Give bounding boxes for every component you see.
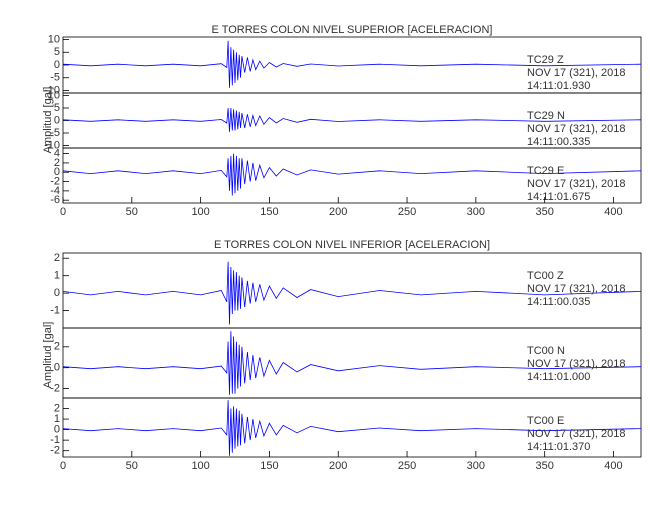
trace-annotation: NOV 17 (321), 2018 (527, 428, 625, 440)
x-tick-label: 150 (260, 460, 278, 472)
y-tick-label: -10 (44, 139, 60, 151)
y-axis-label: Amplitud [gal] (42, 322, 54, 389)
y-tick-label: -6 (50, 194, 60, 206)
trace-annotation: TC29 Z (527, 54, 564, 66)
x-tick-label: 400 (604, 206, 622, 218)
y-tick-label: 0 (54, 59, 60, 71)
x-tick-label: 0 (60, 460, 66, 472)
y-tick-label: -2 (50, 445, 60, 457)
trace-annotation: 14:11:01.930 (527, 80, 590, 92)
trace-annotation: TC29 E (527, 165, 564, 177)
trace-annotation: NOV 17 (321), 2018 (527, 358, 625, 370)
y-tick-label: 10 (48, 33, 60, 45)
y-tick-label: -4 (50, 185, 60, 197)
x-tick-label: 100 (191, 206, 209, 218)
waveform (62, 261, 642, 325)
x-tick-label: 50 (126, 206, 138, 218)
y-tick-label: 0 (54, 362, 60, 374)
chart-title: E TORRES COLON NIVEL SUPERIOR [ACELERACI… (212, 24, 493, 36)
y-tick-label: 4 (54, 147, 60, 159)
y-tick-label: 0 (54, 166, 60, 178)
x-tick-label: 350 (535, 206, 553, 218)
y-axis-label: Amplitud [gal] (42, 87, 54, 154)
x-tick-label: 100 (191, 460, 209, 472)
x-tick-label: 250 (398, 460, 416, 472)
trace-annotation: TC00 N (527, 345, 565, 357)
trace-annotation: NOV 17 (321), 2018 (527, 178, 625, 190)
x-tick-label: 300 (467, 206, 485, 218)
trace-annotation: NOV 17 (321), 2018 (527, 123, 625, 135)
trace-annotation: NOV 17 (321), 2018 (527, 67, 625, 79)
waveform (62, 331, 642, 395)
y-tick-label: 2 (54, 402, 60, 414)
y-tick-label: 5 (54, 102, 60, 114)
x-tick-label: 50 (126, 460, 138, 472)
trace-annotation: TC00 Z (527, 270, 564, 282)
y-tick-label: -2 (50, 175, 60, 187)
panel-frame (62, 147, 642, 204)
y-tick-label: -1 (50, 434, 60, 446)
y-tick-label: 0 (54, 287, 60, 299)
x-tick-label: 300 (467, 460, 485, 472)
waveform (62, 400, 642, 456)
y-tick-label: -5 (50, 127, 60, 139)
trace-annotation: 14:11:00.335 (527, 136, 590, 148)
y-tick-label: 1 (54, 270, 60, 282)
waveform (62, 40, 642, 88)
trace-annotation: 14:11:01.675 (527, 191, 590, 203)
waveform (62, 107, 642, 132)
y-tick-label: 0 (54, 114, 60, 126)
y-tick-label: -2 (50, 383, 60, 395)
x-tick-label: 350 (535, 460, 553, 472)
trace-annotation: TC00 E (527, 415, 564, 427)
trace-annotation: 14:11:00.035 (527, 296, 590, 308)
x-tick-label: 250 (398, 206, 416, 218)
chart-title: E TORRES COLON NIVEL INFERIOR [ACELERACI… (214, 239, 490, 251)
y-tick-label: 1 (54, 413, 60, 425)
y-tick-label: 2 (54, 157, 60, 169)
waveform (62, 153, 642, 196)
y-tick-label: 5 (54, 46, 60, 58)
x-tick-label: 0 (60, 206, 66, 218)
trace-annotation: 14:11:01.370 (527, 441, 590, 453)
y-tick-label: 2 (54, 252, 60, 264)
panel-frame (62, 397, 642, 458)
y-tick-label: -10 (44, 84, 60, 96)
y-tick-label: -5 (50, 72, 60, 84)
x-tick-label: 200 (329, 206, 347, 218)
y-tick-label: 10 (48, 89, 60, 101)
y-tick-label: -1 (50, 304, 60, 316)
x-tick-label: 400 (604, 460, 622, 472)
trace-annotation: 14:11:01.000 (527, 371, 590, 383)
x-tick-label: 150 (260, 206, 278, 218)
trace-annotation: TC29 N (527, 110, 565, 122)
y-tick-label: 2 (54, 341, 60, 353)
x-tick-label: 200 (329, 460, 347, 472)
trace-annotation: NOV 17 (321), 2018 (527, 283, 625, 295)
y-tick-label: 0 (54, 424, 60, 436)
